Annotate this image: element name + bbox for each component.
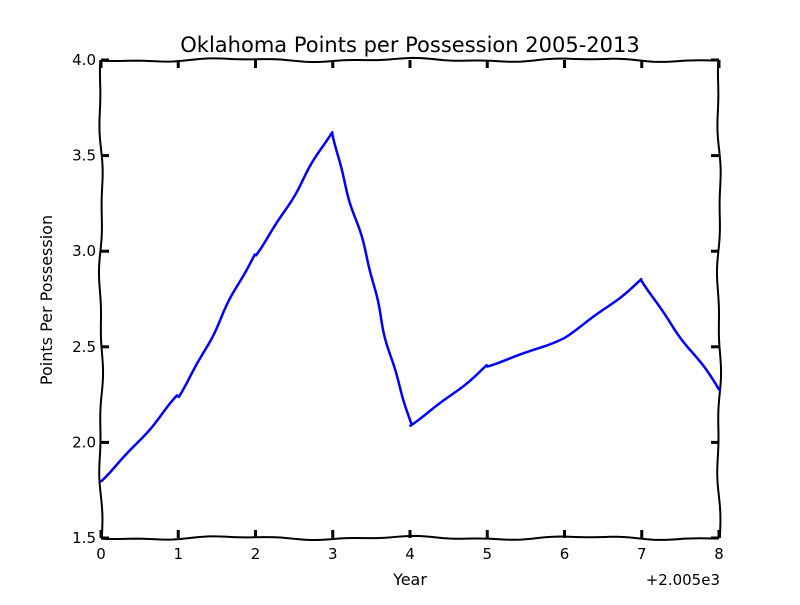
y-tick-label: 2.0 [72,433,96,451]
x-tick-label: 5 [482,545,492,563]
x-axis-label: Year [392,570,427,589]
x-tick-label: 7 [637,545,647,563]
y-tick-label: 3.5 [72,147,96,165]
y-tick-label: 2.5 [72,338,96,356]
plot-frame [99,58,721,540]
y-tick-label: 1.5 [72,529,96,547]
x-tick-label: 6 [560,545,570,563]
y-axis-label: Points Per Possession [37,215,56,385]
y-tick-label: 3.0 [72,242,96,260]
x-tick-label: 1 [173,545,183,563]
x-offset-label: +2.005e3 [646,571,720,589]
axis-ticks [101,60,719,538]
frame-left [99,60,103,538]
x-tick-label: 2 [251,545,261,563]
x-tick-label: 0 [96,545,106,563]
x-tick-label: 8 [714,545,724,563]
y-tick-label: 4.0 [72,51,96,69]
chart-title: Oklahoma Points per Possession 2005-2013 [180,33,639,57]
tick-labels: 0 1 2 3 4 5 6 7 8 1.5 2.0 2.5 3.0 3.5 4.0 [72,51,724,563]
frame-right [717,60,721,538]
x-tick-label: 3 [328,545,338,563]
x-tick-label: 4 [405,545,415,563]
series-group [101,132,720,481]
series-line [102,132,720,481]
